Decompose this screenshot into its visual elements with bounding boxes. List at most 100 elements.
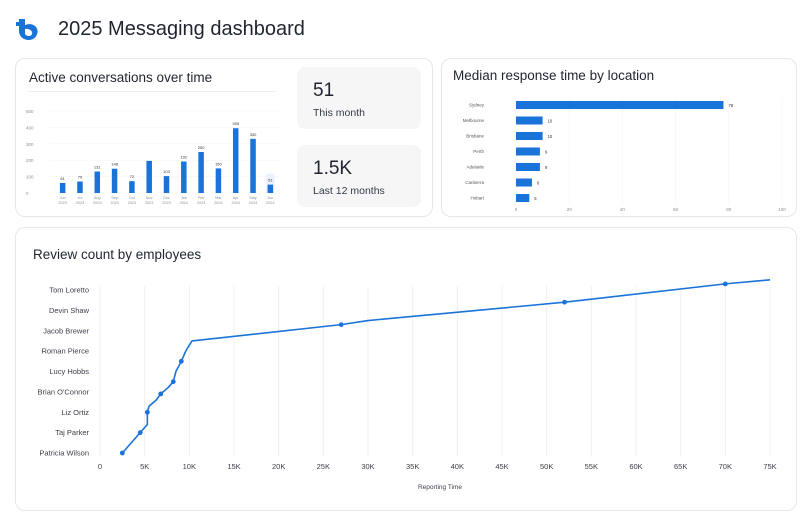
bar-value-label: 250 (198, 145, 205, 150)
x-tick-label: 25K (317, 462, 330, 471)
x-tick-label: Sep (111, 196, 118, 200)
x-tick-label: 70K (719, 462, 732, 471)
stat-value: 1.5K (313, 158, 353, 179)
data-point (137, 430, 143, 436)
active-conversations-title: Active conversations over time (29, 70, 213, 85)
x-tick-label: 80 (726, 207, 732, 212)
bar-value-label: 51 (268, 178, 273, 183)
y-tick-label: Liz Ortiz (61, 408, 89, 417)
data-point (722, 281, 728, 287)
bar-value-label: 103 (163, 169, 170, 174)
x-tick-label: 2023 (145, 201, 153, 205)
x-axis-label: Reporting Time (418, 484, 462, 491)
y-tick-label: Jacob Brewer (43, 326, 89, 335)
bar (516, 147, 540, 156)
stat-value: 51 (313, 80, 335, 101)
x-tick-label: 2024 (266, 201, 274, 205)
y-tick-label: 0 (26, 191, 29, 196)
x-tick-label: 2024 (214, 201, 222, 205)
bar-value-label: 72 (130, 174, 135, 179)
bar (77, 181, 83, 193)
bar-value-label: 10 (548, 134, 553, 139)
x-tick-label: Dec (163, 196, 170, 200)
y-tick-label: 100 (26, 175, 34, 180)
bar (181, 161, 187, 193)
x-tick-label: Nov (146, 196, 153, 200)
x-tick-label: Oct (129, 196, 136, 200)
active-conversations-card: Active conversations over time 0 100 200 30… (15, 58, 433, 217)
bar-value-label: 148 (111, 162, 118, 167)
bar-value-label: 5 (534, 196, 537, 201)
x-tick-label: 60 (673, 207, 679, 212)
bar-value-label: 150 (215, 161, 222, 166)
data-point (562, 299, 567, 305)
bar-value-label: 330 (250, 132, 257, 137)
x-tick-label: 55K (585, 462, 598, 471)
bar (111, 168, 118, 193)
bar (267, 184, 274, 193)
y-tick-label: 400 (26, 125, 34, 130)
bar-value-label: 192 (180, 155, 187, 160)
bar (232, 128, 239, 193)
x-tick-label: 5K (140, 462, 149, 471)
x-tick-label: 2023 (162, 201, 170, 205)
median-response-title: Median response time by location (453, 68, 655, 83)
x-tick-label: 60K (629, 462, 642, 471)
bar (129, 181, 135, 193)
title-divider (29, 91, 275, 92)
median-response-card: Median response time by location 0 20 40 60… (441, 58, 797, 217)
x-tick-label: 40 (620, 207, 626, 212)
x-tick-label: Aug (94, 196, 101, 200)
stat-this-month: 51 This month (297, 67, 421, 129)
bar (516, 116, 543, 125)
y-tick-label: Adelaide (466, 165, 484, 170)
x-tick-label: Jun (60, 196, 66, 200)
bar-value-label: 61 (60, 176, 65, 181)
data-point (144, 409, 150, 415)
bar-value-label: 131 (94, 165, 101, 170)
y-tick-label: Sydney (469, 103, 485, 108)
brand-b-logo-icon[interactable] (14, 15, 42, 43)
bar-value-label: 6 (537, 180, 540, 185)
x-tick-label: Mar (215, 196, 222, 200)
x-tick-label: 65K (674, 462, 687, 471)
y-tick-label: Tom Loretto (49, 286, 89, 295)
bar (146, 160, 152, 193)
bar (250, 138, 256, 193)
x-tick-label: 2024 (249, 201, 257, 205)
x-tick-label: Feb (198, 196, 205, 200)
review-count-title: Review count by employees (33, 247, 202, 262)
bar (516, 194, 530, 202)
y-tick-label: Roman Pierce (41, 347, 89, 356)
x-tick-label: 2024 (232, 201, 240, 205)
x-tick-label: 2024 (197, 201, 205, 205)
x-tick-label: 10K (183, 462, 196, 471)
y-tick-label: Hobart (470, 196, 484, 201)
data-point (119, 450, 125, 456)
data-point (178, 358, 184, 364)
series-line (121, 279, 771, 454)
bar-value-label: 9 (545, 149, 548, 154)
x-tick-label: 0 (515, 207, 518, 212)
bar (198, 152, 204, 193)
x-tick-label: 40K (451, 462, 464, 471)
x-tick-label: 45K (495, 462, 508, 471)
y-tick-label: Brian O'Connor (38, 387, 90, 396)
x-tick-label: 2023 (93, 201, 101, 205)
x-tick-label: 75K (763, 462, 776, 471)
y-tick-label: Canberra (465, 180, 484, 185)
x-tick-label: 0 (98, 462, 102, 471)
y-tick-label: Perth (473, 149, 484, 154)
y-tick-label: Brisbane (466, 134, 484, 139)
bar (59, 182, 66, 193)
x-tick-label: 15K (227, 462, 240, 471)
x-tick-label: 100 (778, 207, 786, 212)
bar-value-label: 10 (548, 118, 553, 123)
data-point (338, 322, 344, 328)
bar-value-label: 78 (728, 103, 733, 108)
x-tick-label: Jul (78, 196, 83, 200)
y-tick-label: 200 (26, 158, 34, 163)
x-tick-label: 50K (540, 462, 553, 471)
bar (163, 176, 170, 193)
page-title: 2025 Messaging dashboard (58, 17, 305, 40)
